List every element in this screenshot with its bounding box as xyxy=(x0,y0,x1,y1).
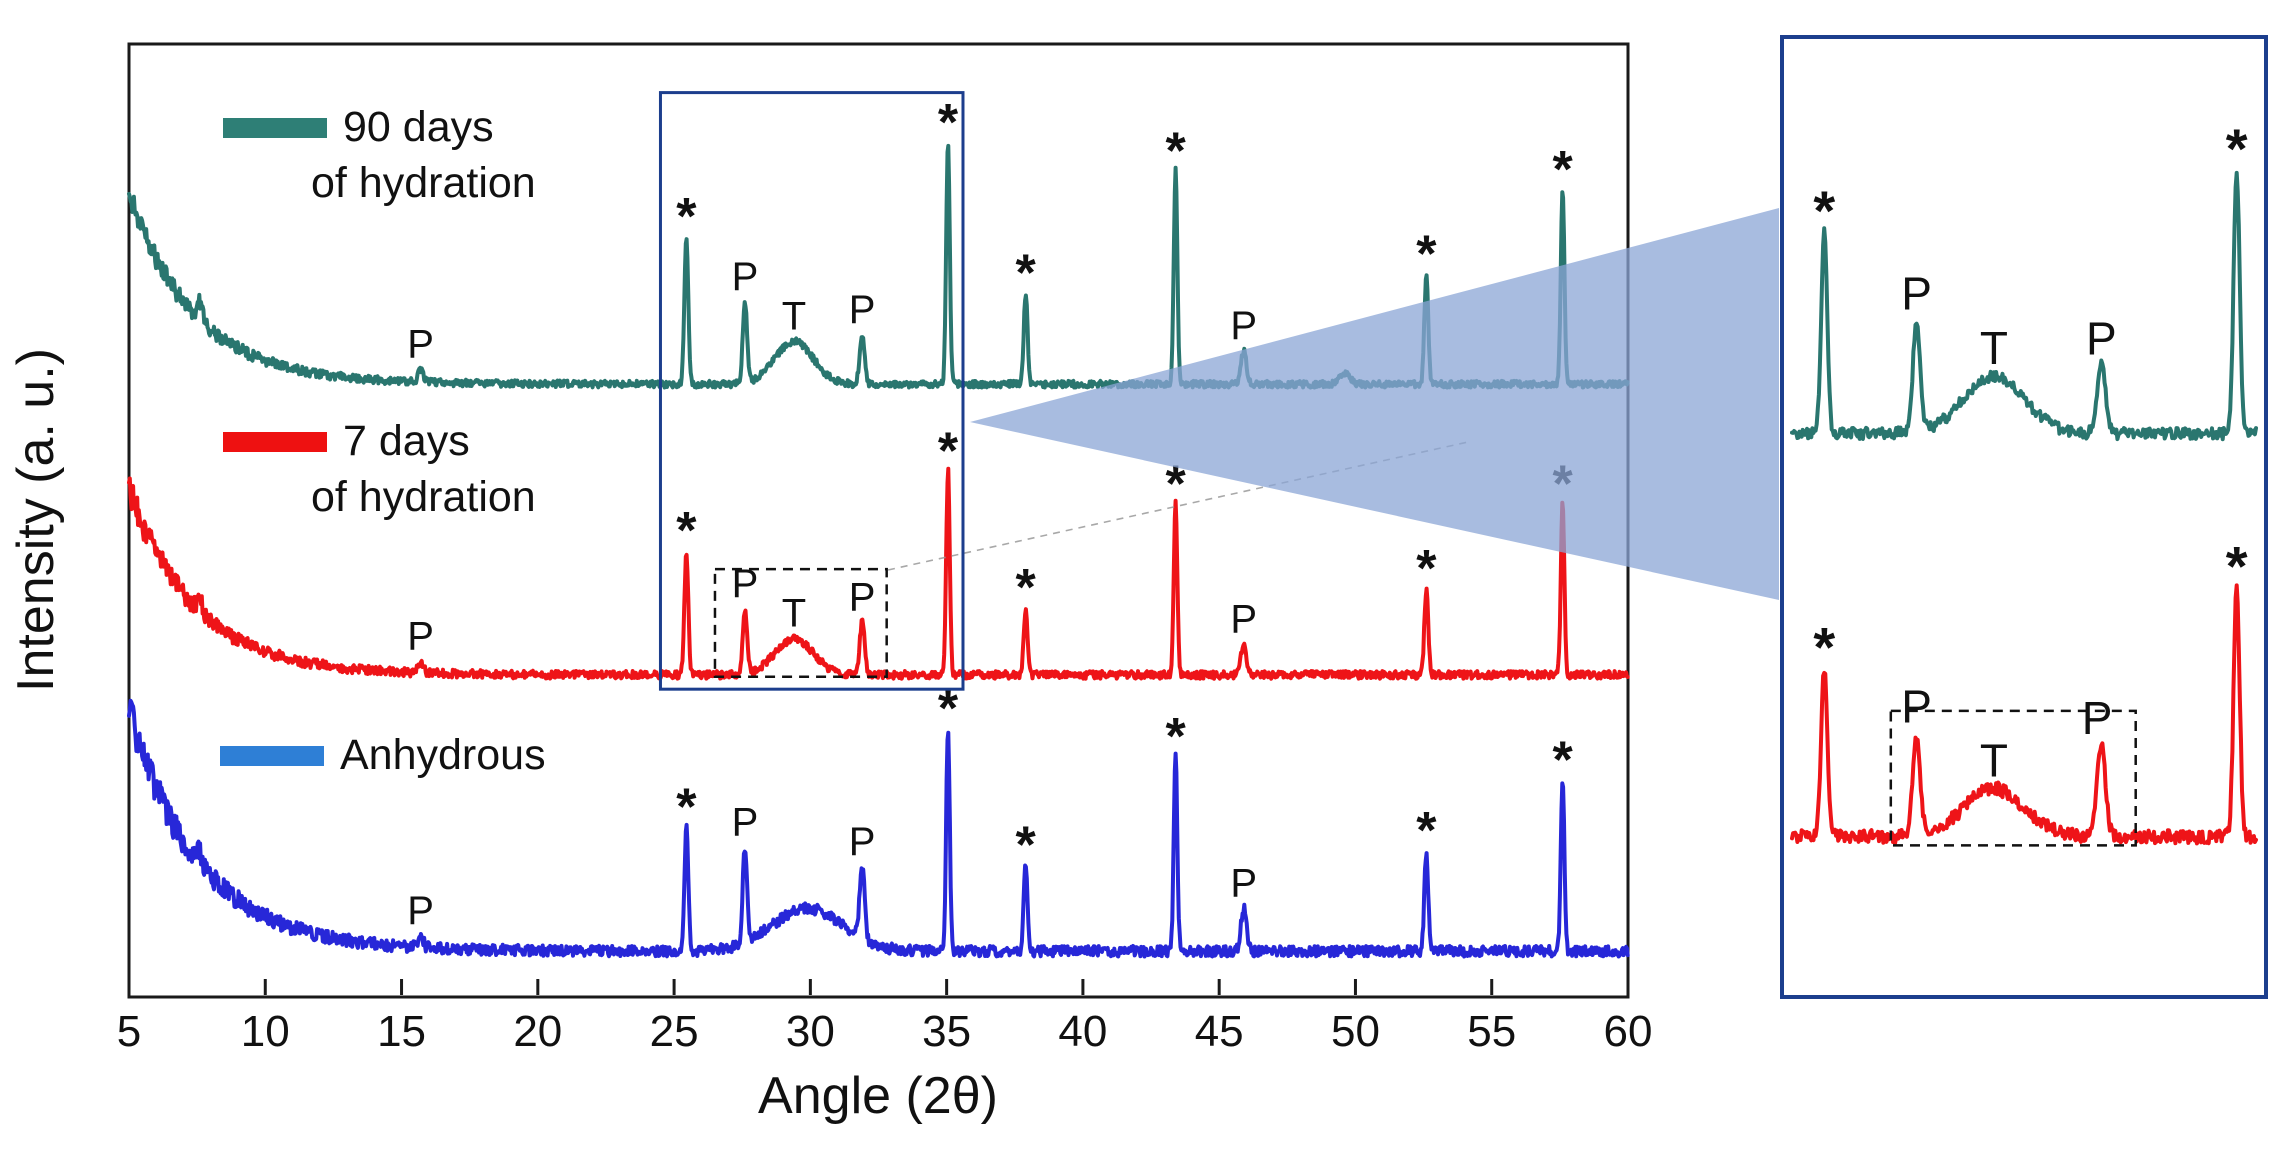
peak-label: P xyxy=(1901,681,1932,733)
x-tick-label: 25 xyxy=(650,1007,699,1056)
x-tick-label: 35 xyxy=(922,1007,971,1056)
peak-label: * xyxy=(1552,732,1573,790)
inset-frame xyxy=(1780,35,2268,999)
peak-label: * xyxy=(2226,117,2248,180)
peak-label: P xyxy=(407,614,434,658)
peak-label: * xyxy=(1552,141,1573,199)
main-plot-frame xyxy=(127,42,1630,999)
peak-label: * xyxy=(938,680,959,738)
peak-label: * xyxy=(2226,535,2248,598)
legend-7-days-label-line2: of hydration xyxy=(311,472,536,521)
xrd-curve xyxy=(127,698,1630,959)
peak-label: P xyxy=(1230,598,1257,642)
peak-label: * xyxy=(676,502,697,560)
legend-90-days-label: 90 days xyxy=(343,103,494,151)
peak-label: * xyxy=(676,778,697,836)
x-tick-label: 40 xyxy=(1058,1007,1107,1056)
x-tick-label: 45 xyxy=(1195,1007,1244,1056)
peak-label: * xyxy=(938,422,959,480)
xrd-curve xyxy=(1790,170,2258,442)
peak-label: * xyxy=(1813,179,1835,242)
peak-label: P xyxy=(849,576,876,620)
peak-label: * xyxy=(1016,816,1037,874)
x-tick-label: 15 xyxy=(377,1007,426,1056)
magnifier-triangle xyxy=(970,208,1779,600)
x-tick-label: 10 xyxy=(241,1007,290,1056)
legend-90-days: 90 days of hydration xyxy=(223,100,536,212)
x-tick-label: 55 xyxy=(1467,1007,1516,1056)
peak-label: P xyxy=(732,255,759,299)
peak-label: P xyxy=(2082,692,2113,744)
peak-label: * xyxy=(1416,226,1437,284)
x-tick-label: 5 xyxy=(117,1007,141,1056)
peak-label: P xyxy=(849,820,876,864)
legend-7-days-label: 7 days xyxy=(343,417,470,465)
peak-label: P xyxy=(1230,862,1257,906)
x-tick-label: 60 xyxy=(1604,1007,1653,1056)
inset-curves xyxy=(1790,170,2258,846)
peak-label: * xyxy=(938,94,959,152)
peak-label: T xyxy=(782,592,806,636)
legend-swatch-7-days-icon xyxy=(223,431,327,452)
legend-swatch-90-days-icon xyxy=(223,117,327,138)
peak-label: P xyxy=(407,323,434,367)
x-axis-ticks: 5 10 15 20 25 30 35 40 45 50 55 60 xyxy=(117,979,1653,1056)
legend-7-days: 7 days of hydration xyxy=(223,414,536,526)
xrd-curve xyxy=(127,466,1630,681)
x-axis-label: Angle (2θ) xyxy=(758,1067,998,1125)
dashed-highlight-box xyxy=(713,567,888,679)
peak-label: * xyxy=(1165,455,1186,513)
zoom-region-box xyxy=(658,91,965,691)
y-axis-label: Intensity (a. u.) xyxy=(7,348,65,692)
peak-label: * xyxy=(1016,559,1037,617)
peak-label: * xyxy=(1813,615,1835,678)
peak-label: P xyxy=(849,288,876,332)
legend-anhydrous-label: Anhydrous xyxy=(340,731,546,779)
x-tick-label: 30 xyxy=(786,1007,835,1056)
peak-label: * xyxy=(1165,708,1186,766)
peak-label: * xyxy=(1416,540,1437,598)
peak-label: T xyxy=(782,294,806,338)
x-tick-label: 20 xyxy=(513,1007,562,1056)
peak-label: * xyxy=(1416,802,1437,860)
legend-swatch-anhydrous-icon xyxy=(220,745,324,766)
inset-peak-labels: *PT P**PTP* xyxy=(1813,117,2247,787)
peak-label: * xyxy=(1165,122,1186,180)
peak-label: P xyxy=(1901,268,1932,320)
peak-label: * xyxy=(1016,245,1037,303)
peak-label: T xyxy=(1980,735,2008,787)
peak-label: * xyxy=(676,188,697,246)
inset-dashed-highlight-box xyxy=(1889,709,2137,847)
main-peak-labels: P*PTP***P**P*PTP***P**P*PP***P** xyxy=(407,94,1573,933)
peak-label: T xyxy=(1980,322,2008,374)
peak-label: P xyxy=(1230,304,1257,348)
peak-label: P xyxy=(2086,313,2117,365)
x-tick-label: 50 xyxy=(1331,1007,1380,1056)
peak-label: P xyxy=(407,889,434,933)
inset-background xyxy=(1782,37,2266,997)
peak-label: P xyxy=(732,801,759,845)
xrd-curve xyxy=(1790,583,2258,846)
legend-90-days-label-line2: of hydration xyxy=(311,158,536,207)
legend-anhydrous: Anhydrous xyxy=(220,728,546,784)
